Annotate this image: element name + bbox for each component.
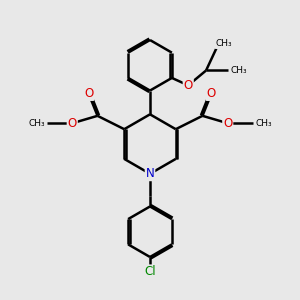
Text: CH₃: CH₃: [255, 119, 272, 128]
Text: CH₃: CH₃: [28, 119, 45, 128]
Text: O: O: [223, 117, 232, 130]
Text: O: O: [207, 87, 216, 100]
Text: CH₃: CH₃: [216, 39, 232, 48]
Text: O: O: [184, 79, 193, 92]
Text: CH₃: CH₃: [230, 66, 247, 75]
Text: O: O: [84, 87, 93, 100]
Text: N: N: [146, 167, 154, 180]
Text: Cl: Cl: [144, 266, 156, 278]
Text: O: O: [68, 117, 77, 130]
